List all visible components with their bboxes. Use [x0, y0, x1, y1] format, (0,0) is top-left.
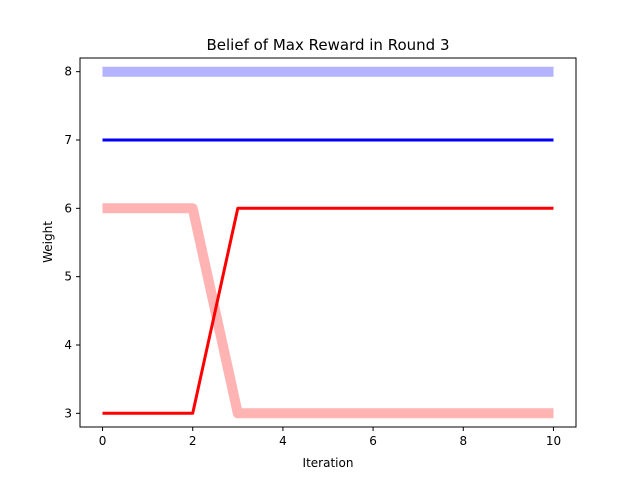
x-tick-label: 0: [99, 434, 107, 448]
x-tick-label: 8: [459, 434, 467, 448]
x-axis-label: Iteration: [303, 456, 354, 470]
x-axis: 0 2 4 6 8 10: [99, 427, 561, 448]
y-axis-label: Weight: [41, 221, 55, 263]
y-tick-label: 8: [64, 65, 72, 79]
y-tick-label: 4: [64, 338, 72, 352]
series-layer: [102, 66, 554, 419]
series-line-3: [102, 203, 554, 419]
x-tick-label: 6: [369, 434, 377, 448]
chart-title: Belief of Max Reward in Round 3: [207, 36, 450, 54]
x-tick-label: 4: [279, 434, 287, 448]
plot-frame: [79, 57, 577, 428]
y-tick-label: 5: [64, 270, 72, 284]
y-tick-label: 3: [64, 406, 72, 420]
x-tick-label: 2: [189, 434, 197, 448]
y-tick-label: 6: [64, 201, 72, 215]
y-axis: 3 4 5 6 7 8: [64, 65, 80, 420]
series-line-4: [102, 206, 554, 415]
x-tick-label: 10: [546, 434, 561, 448]
y-tick-label: 7: [64, 133, 72, 147]
